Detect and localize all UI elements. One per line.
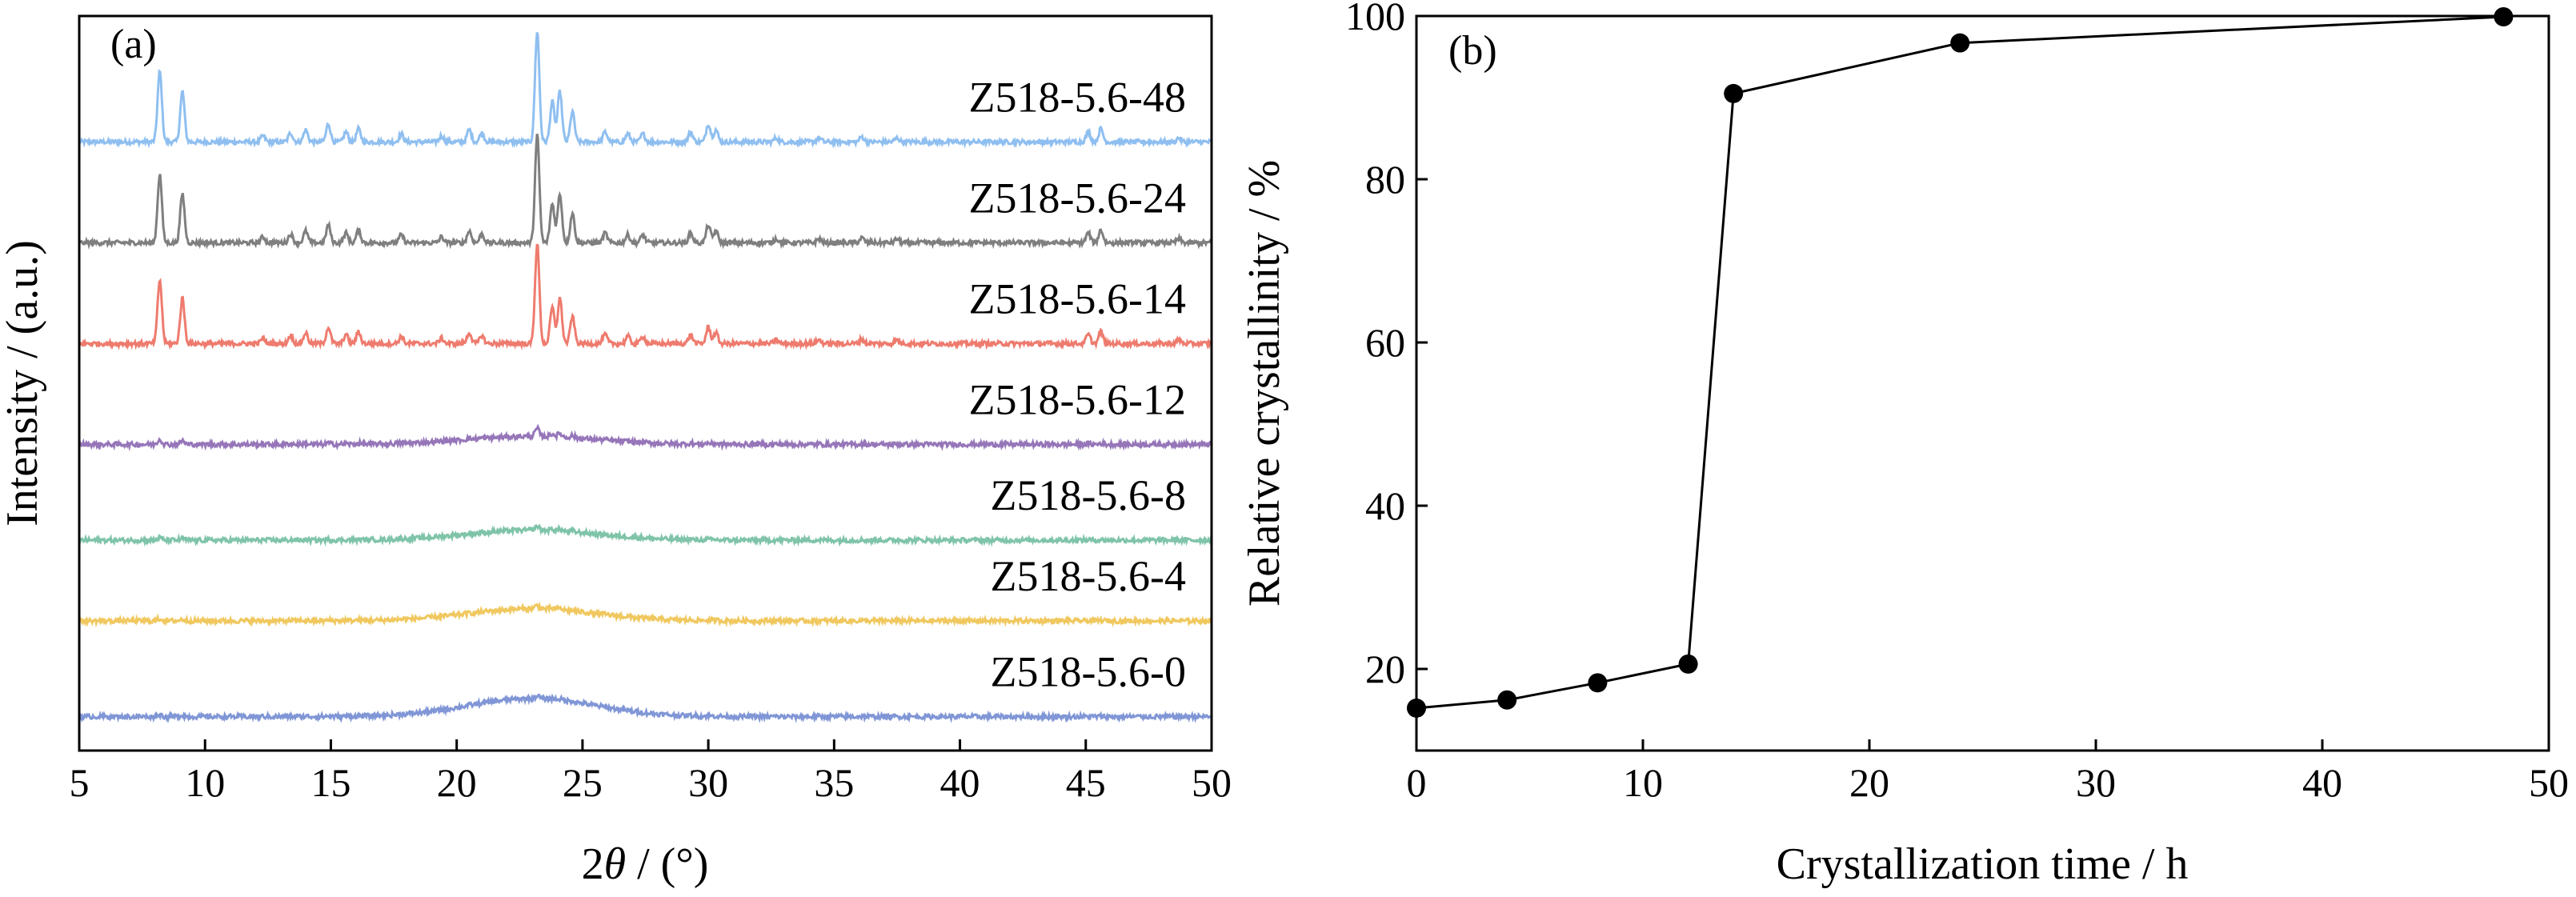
crystallinity-points (1407, 7, 2514, 718)
crystallinity-point (1407, 698, 1426, 718)
y-axis-label-b: Relative crystallinity / % (1240, 160, 1289, 607)
xrd-series-labels: Z518-5.6-48 Z518-5.6-24 Z518-5.6-14 Z518-5.… (969, 73, 1186, 695)
x-tick-label-a: 40 (940, 760, 980, 805)
plot-frame-b (1415, 14, 2550, 752)
x-axis-label-a-symbol: θ (604, 839, 627, 889)
panel-label-b: (b) (1448, 28, 1497, 74)
crystallinity-point (1950, 33, 1970, 53)
xrd-series-label: Z518-5.6-4 (991, 552, 1186, 600)
xrd-series-label: Z518-5.6-12 (969, 375, 1186, 423)
x-tick-label-b: 40 (2302, 760, 2342, 805)
crystallinity-point (1497, 690, 1517, 710)
xrd-series-line (78, 243, 1213, 351)
y-tick-label-b: 40 (1365, 483, 1405, 528)
x-axis-ticks-a: 5 10 15 20 25 30 35 40 45 50 (70, 739, 1232, 805)
xrd-series-label: Z518-5.6-14 (969, 274, 1186, 322)
panel-a-xrd-patterns: Z518-5.6-48 Z518-5.6-24 Z518-5.6-14 Z518-5.… (0, 14, 1232, 889)
xrd-series-line (78, 134, 1212, 250)
xrd-series-group (78, 32, 1213, 724)
x-tick-label-a: 30 (688, 760, 728, 805)
xrd-series-line (78, 601, 1213, 628)
x-tick-label-b: 0 (1407, 760, 1427, 805)
x-axis-label-a-suffix: / (°) (626, 839, 708, 889)
x-axis-ticks-b: 0 10 20 30 40 50 (1407, 739, 2569, 805)
y-tick-label-b: 80 (1365, 157, 1405, 202)
xrd-series-line (78, 423, 1212, 452)
xrd-series-label: Z518-5.6-48 (969, 73, 1186, 121)
xrd-series-label: Z518-5.6-8 (991, 471, 1186, 519)
panel-label-a: (a) (110, 22, 157, 67)
xrd-series-line (78, 693, 1213, 724)
x-tick-label-a: 35 (814, 760, 854, 805)
x-tick-label-b: 20 (1849, 760, 1889, 805)
x-axis-label-a-prefix: 2 (582, 839, 604, 889)
x-axis-label-a: 2θ / (°) (582, 839, 709, 889)
x-tick-label-a: 50 (1192, 760, 1232, 805)
y-axis-ticks-b: 20 40 60 80 100 (1345, 0, 1428, 691)
crystallinity-line (1416, 15, 2504, 710)
xrd-series-line (78, 523, 1213, 547)
crystallinity-point (1724, 83, 1744, 103)
xrd-series-label: Z518-5.6-24 (969, 174, 1186, 222)
x-tick-label-a: 25 (563, 760, 603, 805)
x-tick-label-b: 50 (2529, 760, 2569, 805)
crystallinity-point (2494, 7, 2514, 27)
y-tick-label-b: 100 (1345, 0, 1405, 38)
y-axis-label-a: Intensity / (a.u.) (0, 240, 47, 527)
x-tick-label-a: 15 (310, 760, 351, 805)
x-tick-label-b: 10 (1623, 760, 1663, 805)
x-tick-label-a: 10 (185, 760, 225, 805)
x-tick-label-a: 5 (70, 760, 90, 805)
x-tick-label-b: 30 (2076, 760, 2116, 805)
panel-b-crystallinity-curve: 0 10 20 30 40 50 20 40 60 80 100 (b) Crystallizat… (1240, 0, 2569, 889)
crystallinity-point (1678, 654, 1698, 674)
crystallinity-point (1588, 673, 1608, 693)
crystallinity-series-line (1416, 15, 2504, 710)
x-tick-label-a: 20 (437, 760, 477, 805)
x-tick-label-a: 45 (1066, 760, 1106, 805)
x-axis-label-b: Crystallization time / h (1777, 839, 2189, 889)
y-tick-label-b: 20 (1365, 647, 1405, 691)
plot-frame-a (78, 14, 1213, 752)
y-tick-label-b: 60 (1365, 320, 1405, 365)
xrd-series-label: Z518-5.6-0 (991, 648, 1186, 696)
xrd-series-line (78, 32, 1212, 149)
